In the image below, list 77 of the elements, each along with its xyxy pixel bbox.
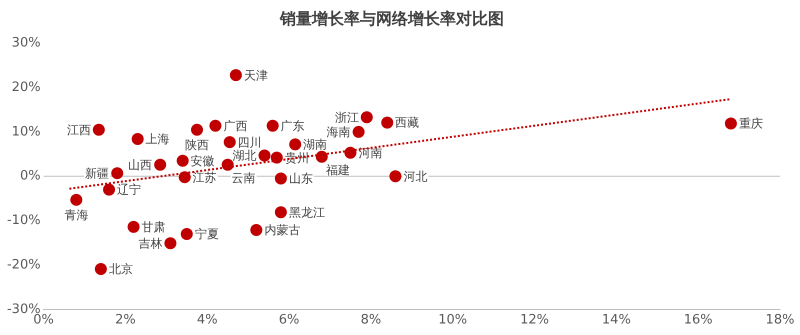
point [132, 133, 144, 146]
x-tick-label: 12% [520, 312, 549, 328]
series-label: 天津 [244, 68, 268, 82]
series-label: 黑龙江 [288, 205, 325, 220]
series-label: 云南 [232, 170, 256, 185]
point [180, 228, 193, 240]
point [316, 150, 328, 163]
series-label: 安徽 [190, 154, 215, 168]
point [94, 263, 107, 276]
x-tick-label: 8% [360, 312, 382, 328]
y-tick-label: 0% [20, 168, 41, 184]
series-label: 新疆 [85, 166, 110, 180]
y-tick-label: 20% [12, 80, 41, 95]
point [381, 116, 394, 129]
point [258, 149, 271, 162]
y-tick-label: -20% [6, 257, 41, 272]
point [270, 152, 283, 164]
series-label: 湖北 [232, 148, 257, 163]
point [164, 237, 176, 250]
series-label: 江西 [66, 122, 91, 137]
point [266, 120, 279, 132]
x-tick-label: 16% [684, 312, 713, 328]
series-label: 山东 [288, 172, 313, 186]
x-tick-label: 18% [766, 312, 794, 328]
point [154, 158, 166, 171]
point [111, 167, 124, 180]
point [274, 206, 287, 218]
series-label: 吉林 [138, 236, 162, 250]
x-tick-label: 10% [438, 312, 468, 328]
series-label: 广西 [223, 118, 248, 133]
point [209, 120, 222, 132]
series-label: 河南 [358, 146, 382, 160]
series-label: 海南 [326, 125, 351, 140]
point [92, 124, 105, 136]
point [724, 118, 737, 130]
series-label: 山西 [128, 158, 152, 172]
point [250, 224, 262, 236]
point [230, 69, 242, 82]
series-label: 宁夏 [194, 227, 219, 242]
point [128, 220, 140, 233]
point [344, 146, 356, 159]
series-label: 西藏 [395, 116, 420, 130]
series-label: 青海 [64, 208, 88, 222]
x-tick-label: 4% [196, 312, 218, 328]
series-label: 江苏 [192, 170, 217, 184]
series-label: 陕西 [185, 138, 210, 152]
point [176, 154, 189, 167]
chart-title: 销量增长率与网络增长率对比图 [279, 8, 504, 28]
series-label: 河北 [403, 169, 428, 184]
point [289, 138, 302, 150]
point [103, 184, 116, 196]
y-tick-label: 30% [12, 36, 41, 51]
series-label: 上海 [146, 132, 170, 146]
series-label: 四川 [238, 135, 262, 150]
series-label: 内蒙古 [264, 223, 300, 238]
point [360, 111, 373, 124]
point [224, 136, 236, 148]
point [191, 124, 204, 136]
point [222, 158, 234, 171]
y-tick-label: -10% [6, 213, 41, 228]
series-label: 重庆 [738, 116, 763, 131]
x-tick-label: 2% [115, 312, 136, 328]
x-tick-label: 14% [602, 312, 631, 328]
x-tick-label: 6% [278, 312, 300, 328]
series-label: 北京 [108, 262, 133, 276]
series-label: 广东 [280, 118, 305, 133]
y-tick-label: 10% [12, 124, 41, 140]
point [274, 172, 287, 185]
series-label: 浙江 [334, 110, 359, 124]
point [178, 171, 191, 184]
series-label: 湖南 [303, 137, 328, 152]
series-label: 甘肃 [142, 220, 166, 234]
series-label: 辽宁 [117, 182, 142, 197]
point [70, 194, 82, 206]
point [389, 170, 402, 182]
series-label: 福建 [326, 162, 350, 177]
point [352, 126, 365, 138]
